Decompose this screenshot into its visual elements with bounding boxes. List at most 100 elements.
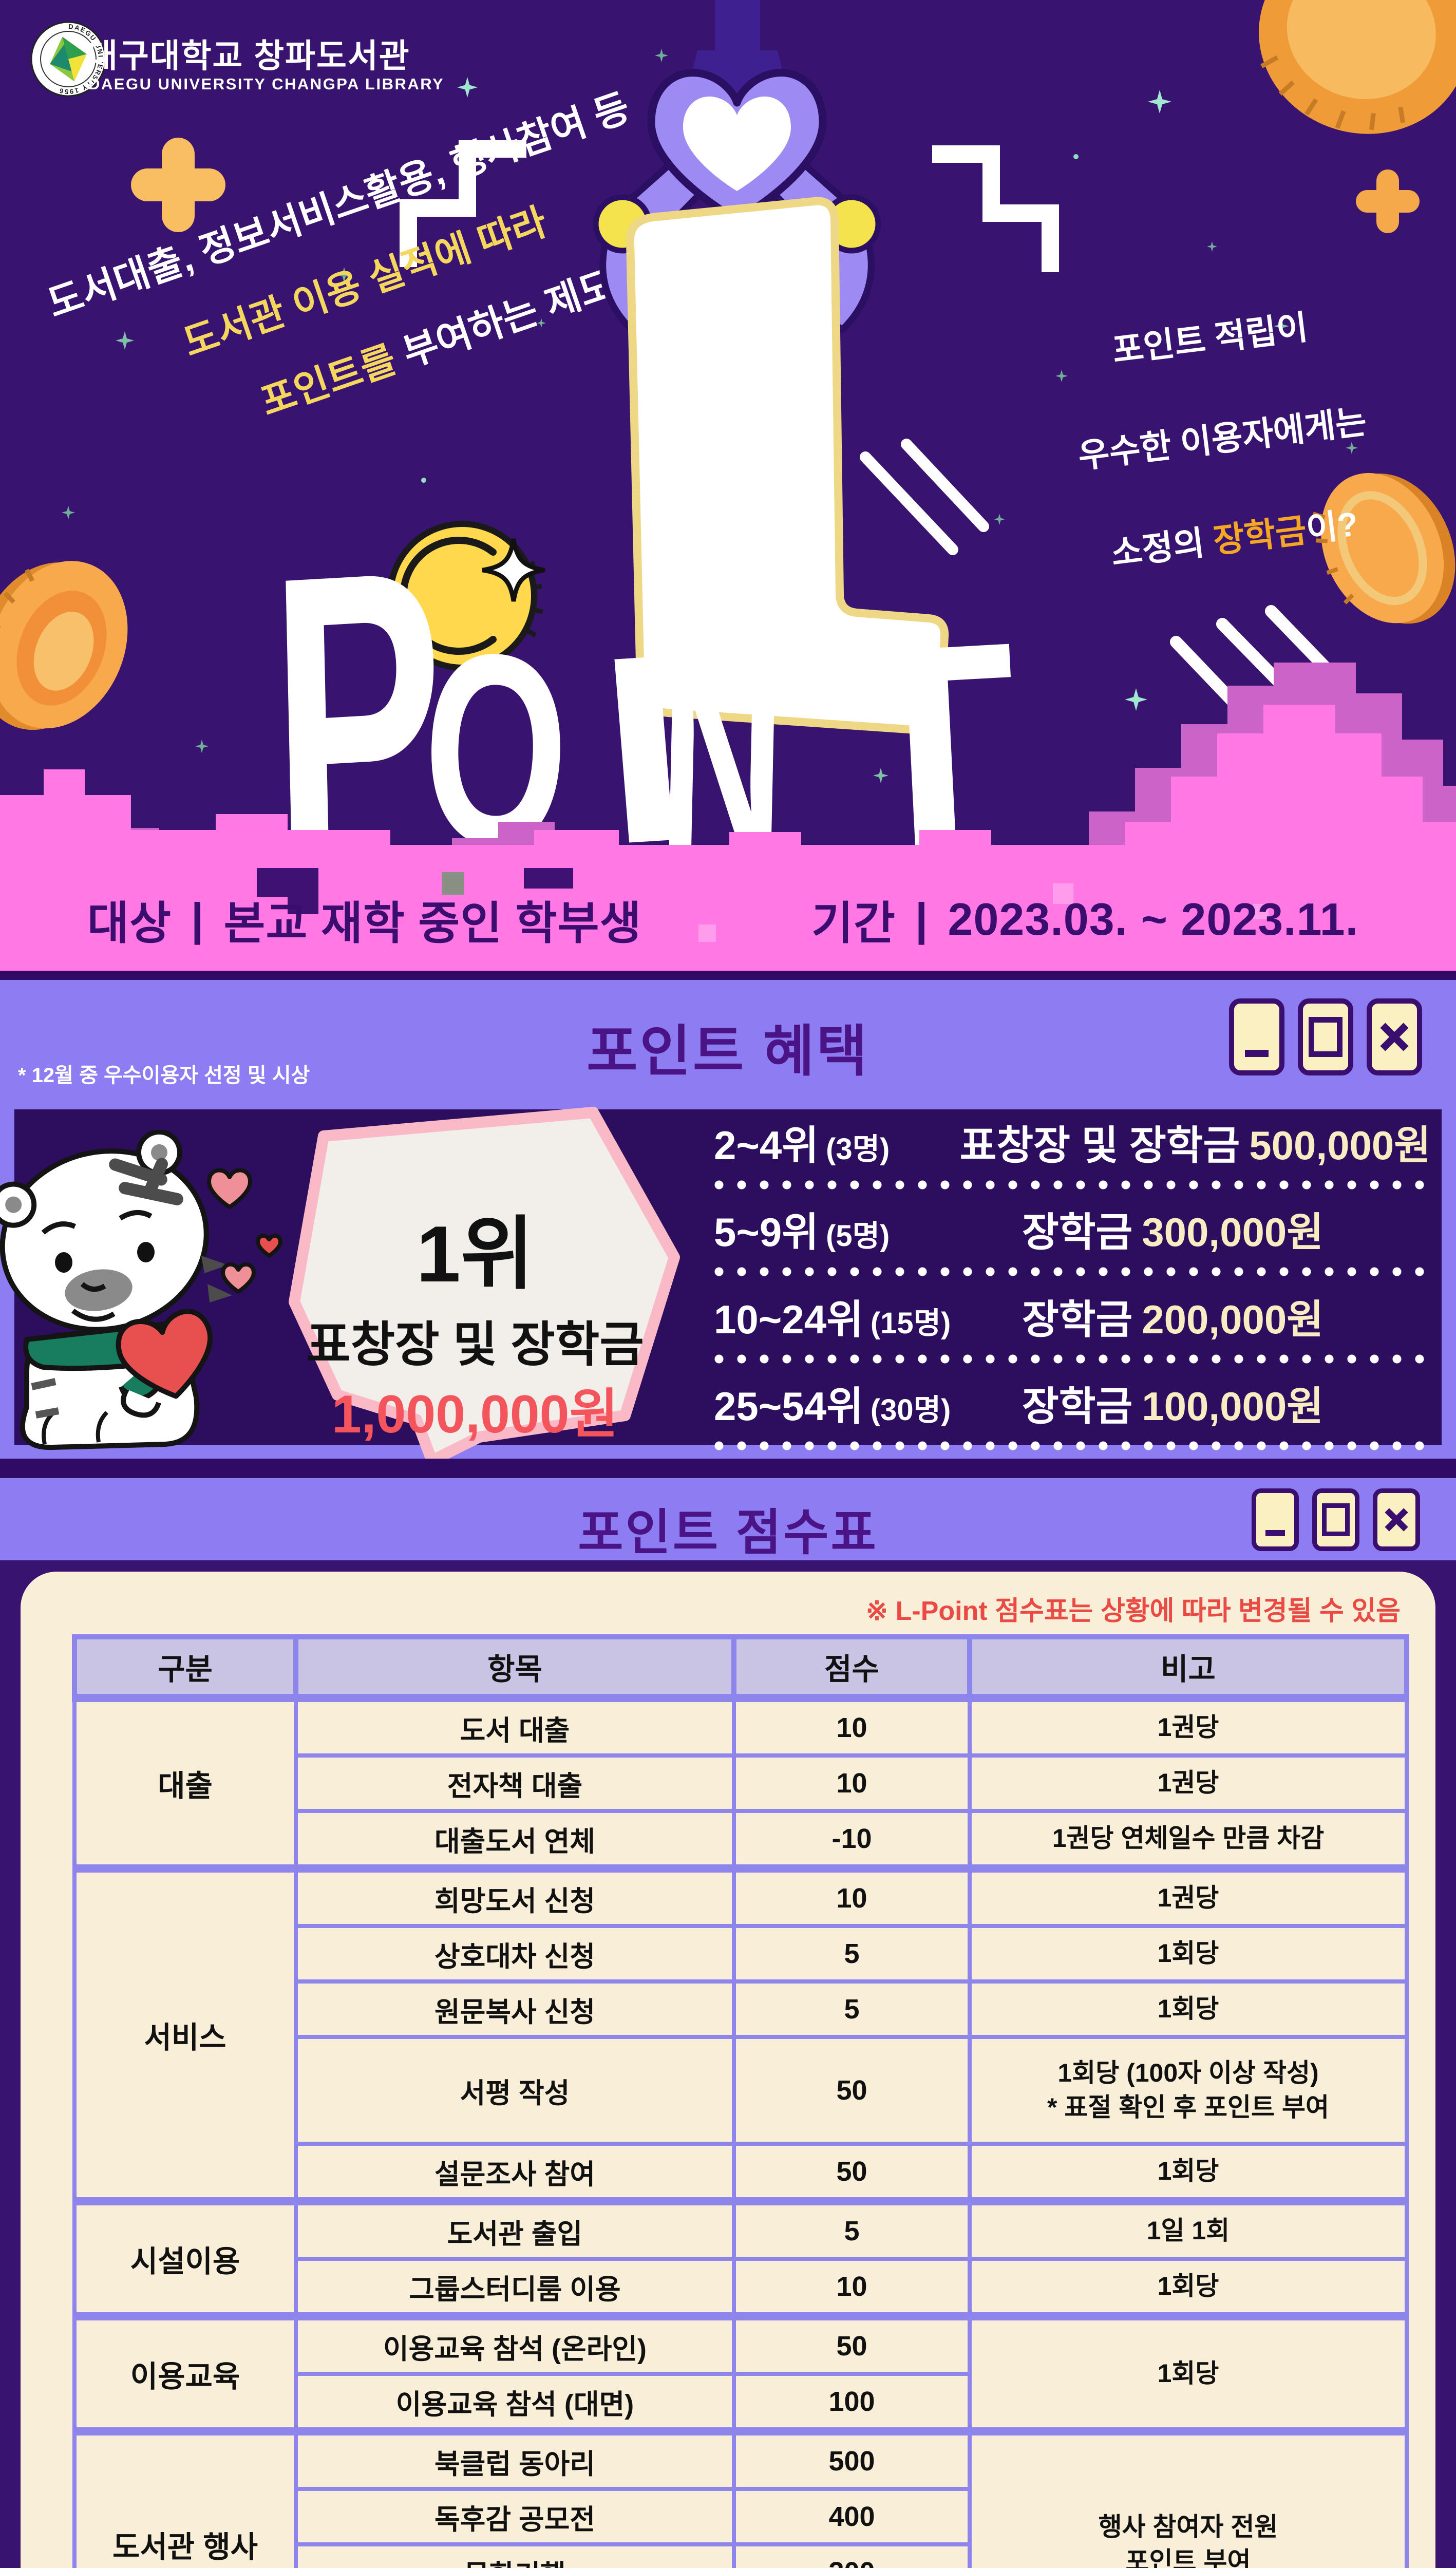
speed-lines-icon (860, 439, 989, 555)
info-target-label: 대상 (87, 897, 172, 949)
table-row: 도서관 행사 북클럽 동아리 500 행사 참여자 전원 포인트 부여 (72, 2427, 1409, 2568)
star-icon (1073, 154, 1079, 159)
tier-prize: 장학금 (1022, 1296, 1133, 1342)
star-icon (1148, 90, 1171, 114)
col-header: 비고 (967, 1634, 1409, 1701)
minimize-icon (1245, 1050, 1269, 1057)
score-table: 구분 항목 점수 비고 대출 도서 대출 10 1권당 전자책 대출 10 1권당 대출… (72, 1634, 1409, 2568)
score-title-bar: 포인트 점수표 (0, 1478, 1456, 1560)
tier-rank: 5~9위 (714, 1210, 819, 1255)
tier-count: (30명) (870, 1393, 951, 1427)
category-cell: 서비스 (72, 1864, 298, 2203)
plus-icon (1356, 169, 1420, 233)
tier-amount: 300,000원 (1142, 1210, 1323, 1255)
star-icon (994, 514, 1005, 525)
coin-icon (0, 561, 128, 730)
zigzag-icon (932, 145, 1059, 272)
category-cell: 시설이용 (72, 2197, 298, 2318)
first-place-rank: 1위 (416, 1210, 534, 1298)
zigzag-icon (400, 140, 526, 267)
tiger-mascot (0, 1130, 282, 1450)
tagline-right: 포인트 적립이 우수한 이용자에게는 소정의 장학금이? (979, 261, 1456, 616)
info-period-value: 2023.03. ~ 2023.11. (948, 894, 1359, 945)
tier-row: 10~24위 (15명) 장학금 200,000원 (714, 1286, 1431, 1364)
close-button[interactable] (1367, 998, 1422, 1075)
table-row: 그룹스터디룸 이용 10 1회당 (74, 2257, 1409, 2318)
minimize-icon (1265, 1530, 1285, 1536)
benefits-note: * 12월 중 우수이용자 선정 및 시상 (18, 1064, 310, 1087)
table-row: 문학기행300 (74, 2542, 1407, 2568)
table-row: 시설이용 도서관 출입 5 1일 1회 (72, 2197, 1409, 2318)
table-row: 상호대차 신청 5 1회당 (74, 1924, 1409, 1984)
tier-prize: 장학금 (1022, 1383, 1133, 1429)
benefits-title-bar: 포인트 혜택 * 12월 중 우수이용자 선정 및 시상 (0, 980, 1456, 1096)
pixel-decor (1053, 883, 1073, 904)
table-row: 이용교육 이용교육 참석 (온라인) 50 1회당 (72, 2312, 1409, 2433)
table-row: 원문복사 신청 5 1회당 (74, 1979, 1409, 2039)
star-icon (421, 478, 426, 483)
table-row: 대출 도서 대출 10 1권당 (72, 1694, 1409, 1871)
star-icon (62, 506, 75, 519)
col-header: 항목 (293, 1634, 736, 1701)
table-header-row: 구분 항목 점수 비고 (72, 1634, 1409, 1701)
table-row: 서비스 희망도서 신청 10 1권당 (72, 1864, 1409, 2203)
tier-amount: 500,000원 (1249, 1123, 1431, 1168)
pixel-decor (288, 897, 318, 914)
separator: | (915, 894, 929, 945)
plus-icon (131, 138, 225, 232)
pixel-mountains (0, 663, 1456, 868)
first-place-amount: 1,000,000원 (331, 1385, 619, 1444)
tier-row: 5~9위 (5명) 장학금 300,000원 (714, 1199, 1431, 1277)
divider (0, 1459, 1456, 1478)
tier-amount: 100,000원 (1142, 1383, 1323, 1429)
col-header: 점수 (731, 1634, 972, 1701)
pixel-decor (1253, 904, 1269, 919)
table-row: 이용교육 참석 (대면) 100 (74, 2372, 1407, 2433)
minimize-button[interactable] (1229, 998, 1284, 1075)
minimize-button[interactable] (1252, 1488, 1299, 1551)
divider (0, 971, 1456, 980)
maximize-button[interactable] (1312, 1488, 1359, 1551)
coin-icon (1259, 0, 1456, 134)
tier-prize: 장학금 (1022, 1210, 1133, 1255)
table-row: 서평 작성 50 1회당 (100자 이상 작성) * 표절 확인 후 포인트 부여 (74, 2035, 1409, 2146)
tier-count: (3명) (826, 1132, 890, 1166)
info-period: 기간 | 2023.03. ~ 2023.11. (811, 868, 1358, 971)
first-place-bubble: 1위 표창장 및 장학금 1,000,000원 (259, 1104, 691, 1464)
coin-icon (387, 521, 543, 671)
dotted-divider (714, 1440, 1431, 1451)
table-row: 독후감 공모전 400 (74, 2487, 1407, 2546)
table-row: 설문조사 참여 50 1회당 (74, 2142, 1409, 2203)
score-panel: ※ L-Point 점수표는 상황에 따라 변경될 수 있음 구분 항목 점수 … (21, 1572, 1435, 2568)
star-icon (457, 77, 478, 98)
table-row: 대출도서 연체 -10 1권당 연체일수 만큼 차감 (74, 1809, 1409, 1871)
score-note: ※ L-Point 점수표는 상황에 따라 변경될 수 있음 (865, 1596, 1401, 1626)
tier-rank: 25~54위 (714, 1383, 863, 1429)
tier-count: (15명) (870, 1306, 951, 1340)
benefit-tiers: 2~4위 (3명) 표창장 및 장학금 500,000원 5~9위 (5명) 장학금 3… (714, 1112, 1431, 1451)
col-header: 구분 (72, 1634, 298, 1701)
info-target: 대상 | 본교 재학 중인 학부생 (87, 868, 642, 971)
score-title: 포인트 점수표 (578, 1505, 878, 1560)
category-cell: 대출 (72, 1694, 298, 1871)
maximize-icon (1309, 1017, 1342, 1057)
tier-row: 25~54위 (30명) 장학금 100,000원 (714, 1373, 1431, 1451)
sparkle-icon (482, 538, 545, 602)
pixel-decor (524, 868, 573, 889)
close-button[interactable] (1373, 1488, 1420, 1551)
separator: | (191, 894, 204, 945)
library-logo-title: 대구대학교 창파도서관 (87, 37, 410, 74)
category-cell: 이용교육 (72, 2312, 298, 2433)
pixel-decor (698, 924, 716, 942)
maximize-icon (1322, 1503, 1350, 1536)
pixel-decor (257, 868, 318, 897)
tier-count: (5명) (826, 1219, 890, 1253)
benefits-title: 포인트 혜택 (587, 1020, 869, 1082)
table-row: 전자책 대출 10 1권당 (74, 1753, 1409, 1813)
maximize-button[interactable] (1298, 998, 1353, 1075)
dotted-divider (714, 1267, 1431, 1277)
tier-rank: 2~4위 (714, 1123, 819, 1168)
first-place-prize: 표창장 및 장학금 (306, 1317, 644, 1371)
tier-amount: 200,000원 (1142, 1296, 1323, 1342)
